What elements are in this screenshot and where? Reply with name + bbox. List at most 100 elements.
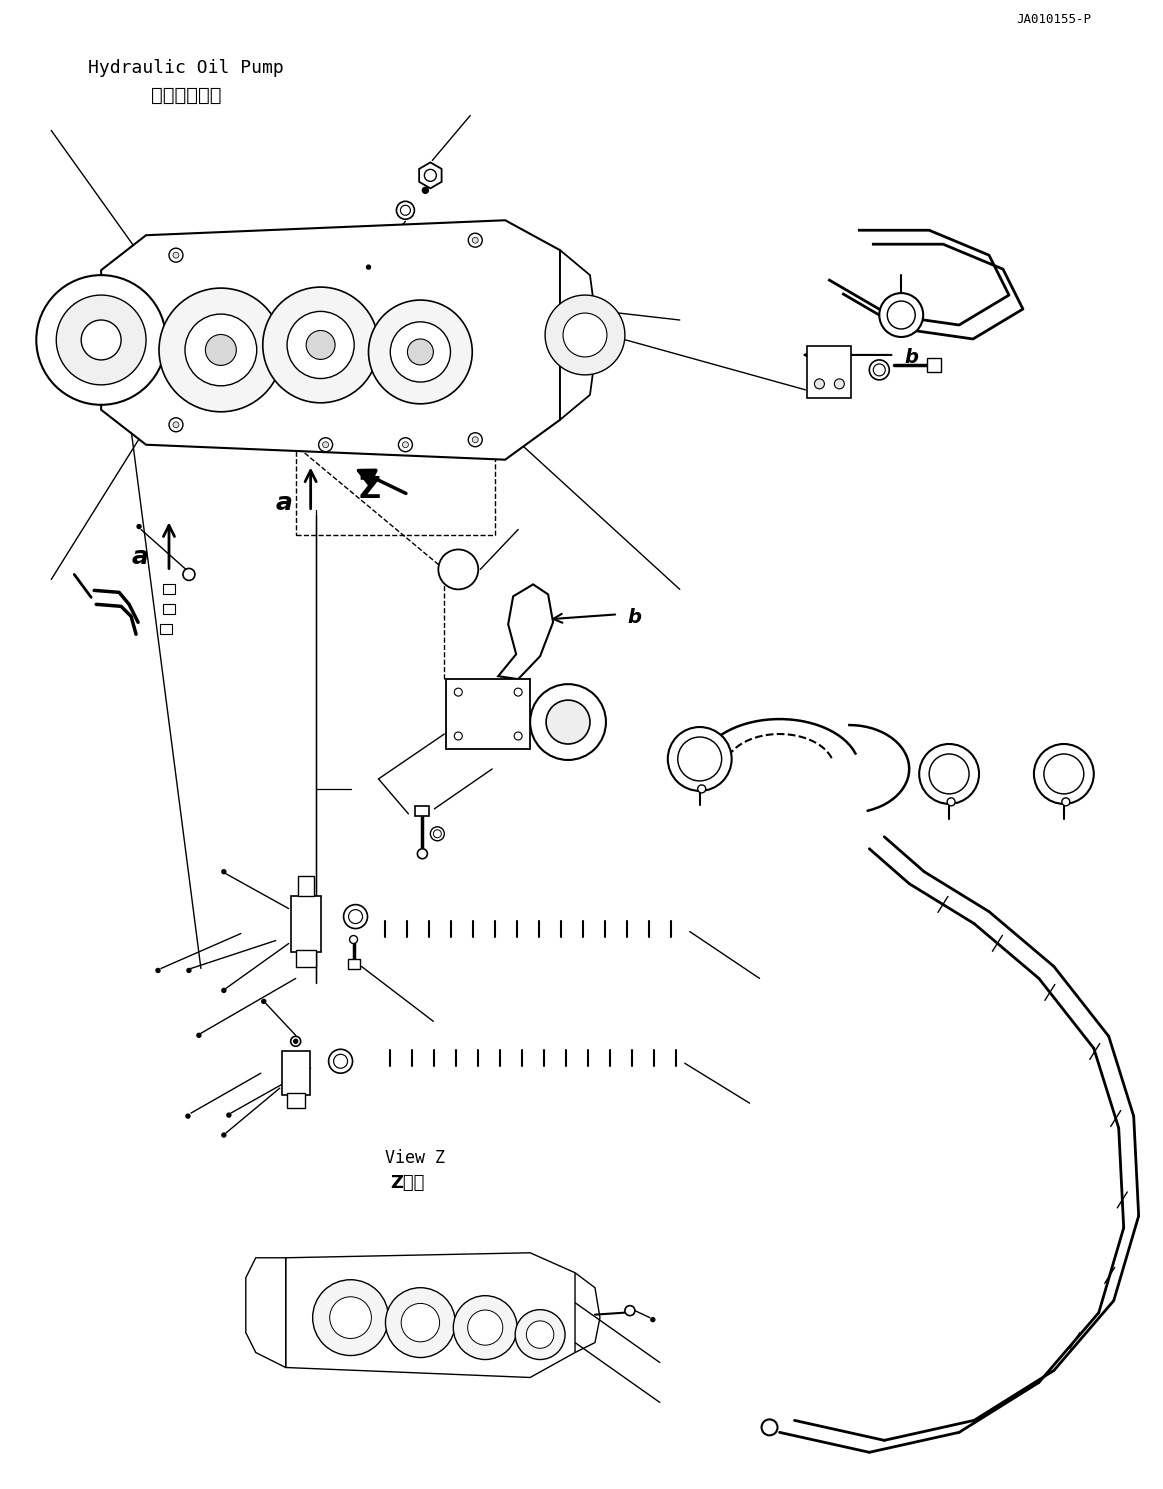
Circle shape: [401, 1303, 440, 1342]
Circle shape: [156, 968, 160, 972]
Bar: [298, 876, 314, 896]
Circle shape: [397, 201, 414, 219]
Circle shape: [472, 436, 478, 442]
Circle shape: [422, 188, 428, 194]
Text: 作動油ポンプ: 作動油ポンプ: [151, 85, 221, 104]
Circle shape: [438, 549, 478, 590]
Circle shape: [173, 421, 179, 427]
Circle shape: [424, 170, 436, 182]
Circle shape: [527, 1321, 554, 1349]
Circle shape: [294, 1039, 298, 1044]
Circle shape: [698, 785, 706, 792]
Circle shape: [834, 378, 844, 389]
Text: Hydraulic Oil Pump: Hydraulic Oil Pump: [88, 58, 284, 76]
Circle shape: [183, 569, 195, 581]
Text: b: b: [904, 348, 919, 368]
Polygon shape: [245, 1258, 286, 1367]
Circle shape: [455, 733, 462, 740]
Circle shape: [287, 311, 355, 378]
Bar: [807, 345, 851, 398]
Circle shape: [262, 999, 266, 1004]
Bar: [163, 584, 174, 594]
Polygon shape: [286, 1252, 575, 1377]
Circle shape: [468, 1310, 502, 1345]
Text: a: a: [131, 545, 148, 569]
Text: JA010155-P: JA010155-P: [1016, 13, 1091, 25]
Circle shape: [947, 798, 955, 806]
Text: Z: Z: [358, 475, 380, 503]
Circle shape: [222, 989, 226, 992]
Circle shape: [173, 252, 179, 258]
Circle shape: [625, 1306, 635, 1316]
Circle shape: [887, 301, 915, 329]
Text: a: a: [276, 490, 293, 515]
Circle shape: [399, 438, 413, 451]
Circle shape: [1062, 798, 1070, 806]
Circle shape: [407, 339, 434, 365]
Bar: [281, 1051, 309, 1096]
Circle shape: [514, 688, 522, 697]
Circle shape: [385, 1288, 455, 1358]
Circle shape: [186, 1114, 190, 1118]
Circle shape: [334, 1054, 348, 1068]
Circle shape: [454, 1295, 518, 1359]
Circle shape: [222, 870, 226, 874]
Circle shape: [81, 320, 121, 360]
Circle shape: [668, 727, 732, 791]
Bar: [160, 624, 172, 634]
Bar: [348, 959, 359, 969]
Circle shape: [402, 442, 408, 448]
Circle shape: [919, 744, 979, 804]
Circle shape: [1044, 753, 1084, 794]
Circle shape: [879, 293, 923, 337]
Circle shape: [472, 237, 478, 243]
Bar: [291, 896, 321, 951]
Circle shape: [762, 1419, 778, 1435]
Circle shape: [547, 700, 590, 744]
Circle shape: [329, 1050, 352, 1074]
Polygon shape: [498, 584, 554, 679]
Bar: [295, 405, 495, 535]
Circle shape: [678, 737, 722, 780]
Circle shape: [222, 1133, 226, 1138]
Circle shape: [430, 826, 444, 841]
Bar: [295, 950, 315, 968]
Circle shape: [469, 234, 483, 247]
Polygon shape: [561, 250, 598, 420]
Circle shape: [515, 1310, 565, 1359]
Circle shape: [469, 433, 483, 447]
Circle shape: [185, 314, 257, 386]
Circle shape: [651, 1318, 655, 1322]
Circle shape: [291, 1036, 301, 1047]
Circle shape: [514, 733, 522, 740]
Circle shape: [350, 935, 357, 944]
Circle shape: [929, 753, 969, 794]
Circle shape: [400, 205, 411, 216]
Circle shape: [227, 1114, 230, 1117]
Circle shape: [197, 1033, 201, 1038]
Circle shape: [137, 524, 141, 529]
Circle shape: [530, 683, 606, 759]
Circle shape: [418, 849, 427, 859]
Circle shape: [206, 335, 236, 365]
Circle shape: [349, 910, 363, 923]
Circle shape: [369, 301, 472, 404]
Circle shape: [313, 1279, 388, 1355]
Circle shape: [1034, 744, 1093, 804]
Circle shape: [814, 378, 825, 389]
Circle shape: [169, 418, 183, 432]
Circle shape: [36, 275, 166, 405]
Text: Z　視: Z 視: [391, 1173, 424, 1191]
Circle shape: [366, 265, 371, 270]
Circle shape: [319, 438, 333, 451]
Circle shape: [343, 905, 368, 929]
Circle shape: [563, 313, 607, 357]
Circle shape: [434, 829, 441, 838]
Bar: [163, 605, 174, 615]
Polygon shape: [101, 220, 561, 460]
Text: b: b: [628, 608, 642, 627]
Circle shape: [306, 331, 335, 359]
Bar: [287, 1093, 305, 1108]
Bar: [447, 679, 530, 749]
Circle shape: [873, 363, 885, 375]
